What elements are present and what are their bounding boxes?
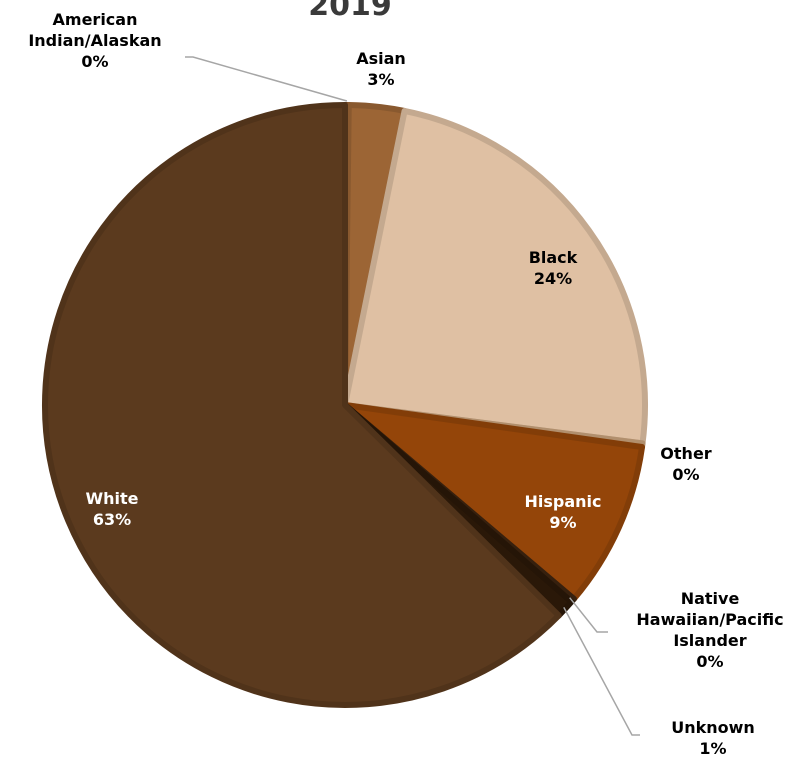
pie-slice-black — [342, 107, 648, 447]
data-label-asian: Asian 3% — [356, 49, 406, 89]
leader-line-american-indian-alaskan — [185, 56, 348, 102]
chart-title: 2019 — [308, 0, 392, 23]
leader-line-unknown — [563, 606, 640, 736]
pie-slice-hispanic — [342, 402, 646, 602]
data-label-hispanic: Hispanic 9% — [524, 492, 601, 532]
data-label-white: White 63% — [85, 489, 138, 529]
leader-lines — [185, 56, 640, 736]
leader-line-native-hawaiian-pacific-islander — [569, 597, 608, 633]
data-label-native-hawaiian-pacific-islander: Native Hawaiian/Pacific Islander 0% — [636, 589, 783, 671]
pie-slice-white — [42, 102, 562, 708]
data-label-american-indian-alaskan: American Indian/Alaskan 0% — [28, 10, 161, 71]
data-label-other: Other 0% — [660, 444, 711, 484]
data-labels: American Indian/Alaskan 0% Asian 3% Black 24% O… — [28, 10, 783, 758]
data-label-black: Black 24% — [529, 248, 578, 288]
pie-slices — [42, 101, 648, 708]
data-label-unknown: Unknown 1% — [671, 718, 755, 758]
